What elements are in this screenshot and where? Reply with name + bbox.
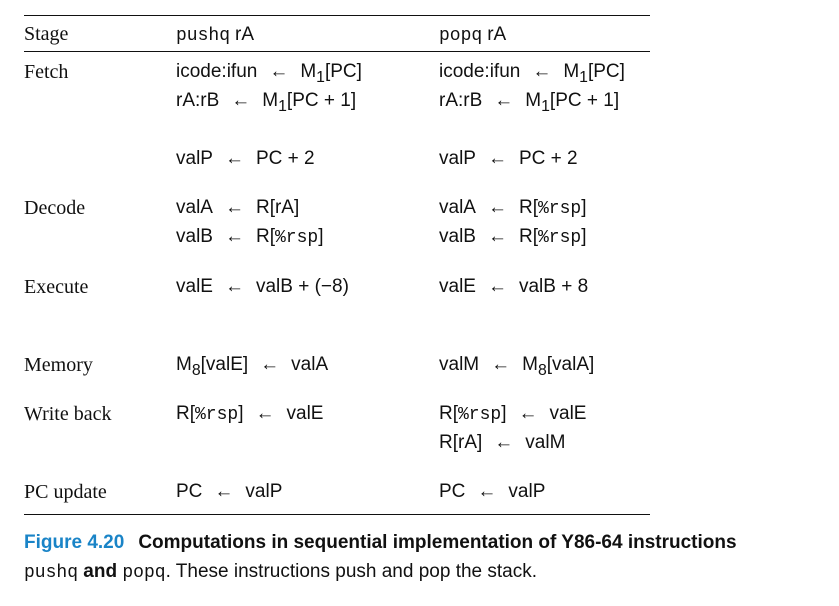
writeback-push-line-1: R[%rsp] ← valE — [176, 403, 324, 425]
stage-memory: Memory — [24, 354, 93, 376]
stage-pc-update: PC update — [24, 481, 107, 503]
fetch-pop-line-2: rA:rB ← M1[PC + 1] — [439, 90, 620, 115]
caption-code-popq: popq — [122, 563, 166, 583]
decode-push-line-1: valA ← R[rA] — [176, 197, 300, 218]
execute-push-line-1: valE ← valB + (−8) — [176, 276, 349, 297]
execute-pop-line-1: valE ← valB + 8 — [439, 276, 589, 297]
fetch-pop-line-1: icode:ifun ← M1[PC] — [439, 61, 625, 86]
fetch-pop-line-3: valP ← PC + 2 — [439, 148, 578, 169]
figure-caption: Figure 4.20 Computations in sequential im… — [24, 528, 814, 588]
figure-title: Computations in sequential implementatio… — [138, 532, 737, 553]
fetch-push-line-1: icode:ifun ← M1[PC] — [176, 61, 362, 86]
header-stage: Stage — [24, 23, 69, 45]
stage-fetch: Fetch — [24, 61, 69, 83]
stage-writeback: Write back — [24, 403, 112, 425]
writeback-pop-line-1: R[%rsp] ← valE — [439, 403, 587, 425]
table-bottom-rule — [24, 514, 650, 516]
fetch-push-line-3: valP ← PC + 2 — [176, 148, 315, 169]
header-popq: popq rA — [439, 24, 507, 46]
caption-code-pushq: pushq — [24, 563, 79, 583]
caption-text: . These instructions push and pop the st… — [165, 561, 538, 582]
writeback-pop-line-2: R[rA] ← valM — [439, 432, 566, 453]
decode-pop-line-1: valA ← R[%rsp] — [439, 197, 587, 219]
header-pushq: pushq rA — [176, 24, 255, 46]
table-header-rule — [24, 51, 650, 52]
decode-pop-line-2: valB ← R[%rsp] — [439, 226, 587, 248]
fetch-push-line-2: rA:rB ← M1[PC + 1] — [176, 90, 357, 115]
table-top-rule — [24, 15, 650, 17]
stage-execute: Execute — [24, 276, 89, 298]
figure-number: Figure 4.20 — [24, 532, 125, 553]
caption-and: and — [83, 561, 118, 582]
stage-decode: Decode — [24, 197, 86, 219]
pcupdate-push-line-1: PC ← valP — [176, 481, 283, 502]
pcupdate-pop-line-1: PC ← valP — [439, 481, 546, 502]
memory-pop-line-1: valM ← M8[valA] — [439, 354, 595, 379]
memory-push-line-1: M8[valE] ← valA — [176, 354, 329, 379]
decode-push-line-2: valB ← R[%rsp] — [176, 226, 324, 248]
